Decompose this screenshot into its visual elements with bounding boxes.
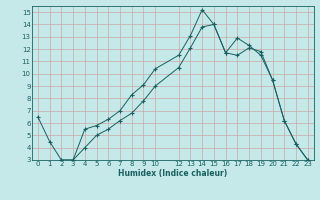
X-axis label: Humidex (Indice chaleur): Humidex (Indice chaleur) [118,169,228,178]
